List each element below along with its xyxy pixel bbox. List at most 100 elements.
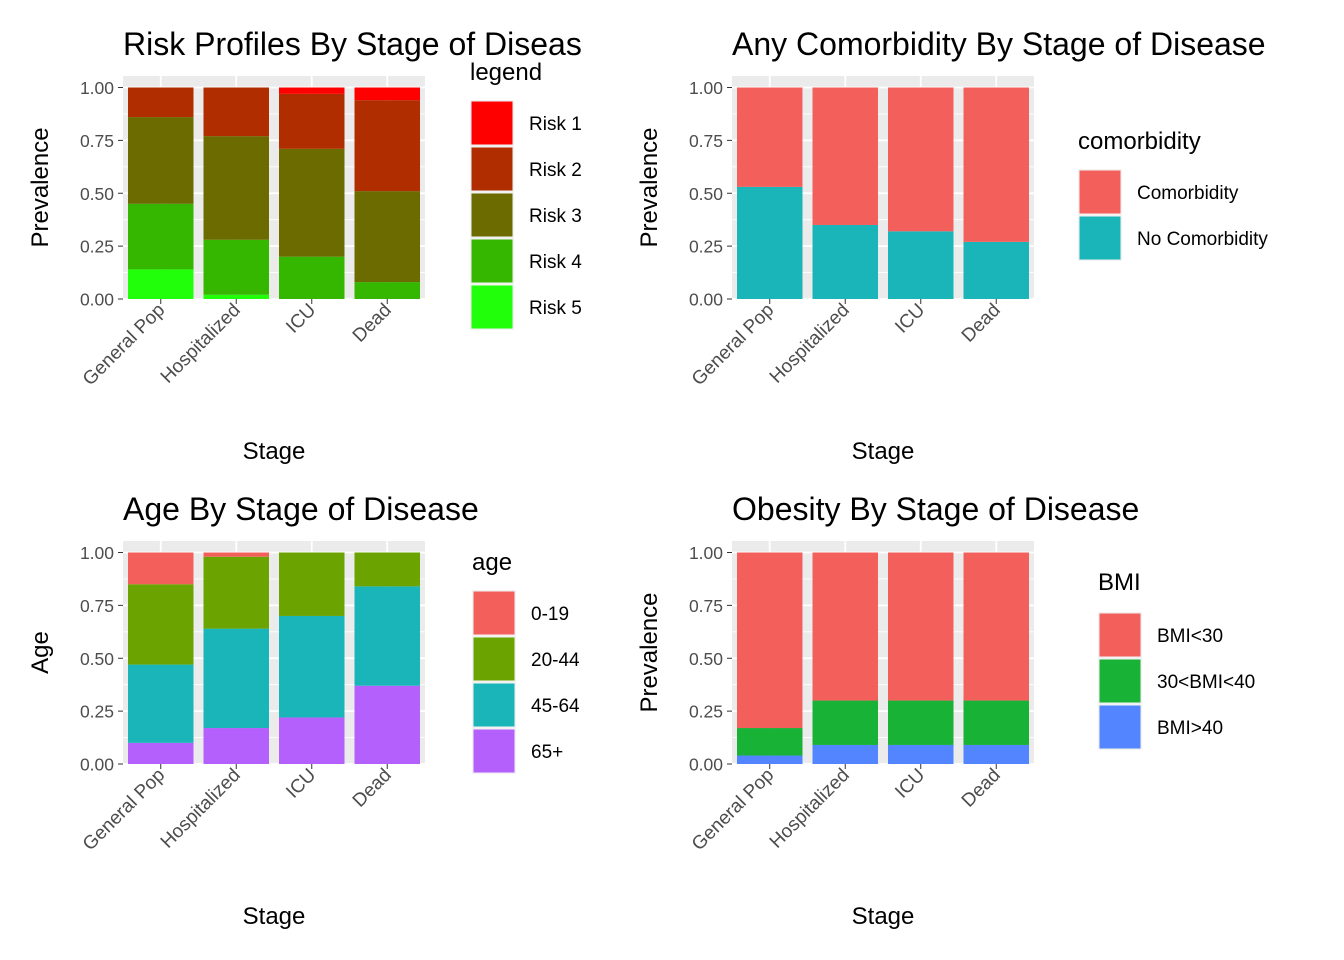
bar-segment-bmi-40-dead — [963, 744, 1029, 764]
x-tick-label: General Pop — [79, 765, 169, 855]
y-tick-label: 0.75 — [689, 131, 723, 151]
chart-title: Any Comorbidity By Stage of Disease — [732, 26, 1266, 62]
legend-swatch — [473, 637, 515, 681]
x-tick-label: Hospitalized — [766, 765, 854, 853]
bar-segment-no-comorbidity-hospitalized — [812, 224, 878, 299]
bar-segment-comorbidity-general-pop — [737, 87, 803, 187]
bar-segment-bmi-40-general-pop — [737, 755, 803, 764]
y-tick-label: 0.75 — [80, 131, 114, 151]
y-tick-label: 0.75 — [80, 596, 114, 616]
bar-segment-risk-5-hospitalized — [203, 294, 269, 299]
x-tick-label: Dead — [349, 765, 396, 812]
chart-panel-1: 0.00 0.25 0.50 0.75 1.00 General PopHospitali… — [27, 26, 582, 465]
bar-segment-65--icu — [279, 717, 345, 764]
chart-title: Obesity By Stage of Disease — [732, 491, 1139, 527]
y-tick-label: 0.75 — [689, 596, 723, 616]
bar-segment-risk-4-dead — [354, 282, 420, 299]
bar-segment-risk-4-hospitalized — [203, 239, 269, 295]
bar-segment-no-comorbidity-dead — [963, 241, 1029, 299]
bar-segment-risk-4-icu — [279, 256, 345, 299]
legend-swatch — [471, 101, 513, 145]
y-tick-label: 0.50 — [689, 649, 723, 669]
chart-title: Risk Profiles By Stage of Diseas — [123, 26, 582, 62]
bar-segment-20-44-hospitalized — [203, 556, 269, 629]
legend-label: 65+ — [531, 742, 563, 763]
y-tick-label: 0.50 — [80, 184, 114, 204]
x-tick-label: Dead — [958, 765, 1005, 812]
legend-title: BMI — [1098, 569, 1141, 596]
bar-segment-20-44-general-pop — [128, 584, 194, 665]
bar-segment-20-44-dead — [354, 552, 420, 587]
x-tick-label: Hospitalized — [157, 765, 245, 853]
y-tick-label: 0.00 — [689, 755, 723, 775]
bar-segment-risk-5-general-pop — [128, 269, 194, 299]
bar-segment-30-bmi-40-icu — [888, 700, 954, 745]
bar-segment-bmi-30-dead — [963, 552, 1029, 701]
legend-label: 0-19 — [531, 604, 569, 625]
bar-segment-20-44-icu — [279, 552, 345, 616]
bar-segment-bmi-40-hospitalized — [812, 744, 878, 764]
legend-label: No Comorbidity — [1137, 229, 1268, 250]
y-axis-label: Prevalence — [27, 127, 54, 247]
bar-segment-comorbidity-hospitalized — [812, 87, 878, 225]
x-tick-label: Dead — [958, 300, 1005, 347]
y-tick-label: 0.00 — [689, 290, 723, 310]
legend-swatch — [473, 729, 515, 773]
legend: age 0-19 20-44 45-64 65+ — [472, 549, 580, 774]
bar-segment-risk-2-icu — [279, 93, 345, 149]
legend-label: Risk 2 — [529, 160, 582, 181]
legend-title: age — [472, 549, 512, 576]
y-tick-label: 0.25 — [80, 702, 114, 722]
bar-segment-45-64-hospitalized — [203, 628, 269, 729]
chart-panel-3: 0.00 0.25 0.50 0.75 1.00 General PopHospitali… — [27, 491, 580, 930]
x-tick-label: General Pop — [688, 300, 778, 390]
x-tick-label: General Pop — [79, 300, 169, 390]
bar-segment-comorbidity-icu — [888, 87, 954, 232]
bar-segment-no-comorbidity-general-pop — [737, 186, 803, 299]
y-tick-label: 0.25 — [689, 237, 723, 257]
bar-segment-45-64-general-pop — [128, 664, 194, 743]
y-tick-label: 0.50 — [80, 649, 114, 669]
x-tick-label: ICU — [282, 765, 320, 803]
bar-segment-30-bmi-40-dead — [963, 700, 1029, 745]
legend-swatch — [471, 193, 513, 237]
legend-label: BMI<30 — [1157, 626, 1223, 647]
legend-label: Comorbidity — [1137, 183, 1239, 204]
bar-segment-bmi-30-general-pop — [737, 552, 803, 729]
legend-label: BMI>40 — [1157, 718, 1223, 739]
bar-segment-30-bmi-40-hospitalized — [812, 700, 878, 745]
x-tick-label: ICU — [891, 300, 929, 338]
x-axis-label: Stage — [852, 903, 915, 930]
legend: legend Risk 1 Risk 2 Risk 3 Risk 4 Risk 5 — [470, 59, 582, 330]
legend-swatch — [473, 591, 515, 635]
legend-label: Risk 4 — [529, 252, 582, 273]
bar-segment-risk-1-dead — [354, 87, 420, 101]
legend: comorbidity Comorbidity No Comorbidity — [1078, 128, 1268, 261]
bar-segment-45-64-dead — [354, 586, 420, 686]
legend-swatch — [471, 147, 513, 191]
y-tick-label: 0.25 — [80, 237, 114, 257]
x-axis-label: Stage — [243, 903, 306, 930]
bar-segment-no-comorbidity-icu — [888, 231, 954, 299]
x-tick-label: Hospitalized — [157, 300, 245, 388]
legend-label: Risk 1 — [529, 114, 582, 135]
y-axis-label: Age — [27, 631, 54, 674]
legend-label: 30<BMI<40 — [1157, 672, 1255, 693]
y-tick-label: 1.00 — [80, 78, 114, 98]
bar-segment-risk-2-general-pop — [128, 87, 194, 118]
y-axis-label: Prevalence — [636, 127, 663, 247]
bar-segment-comorbidity-dead — [963, 87, 1029, 242]
legend-swatch — [1099, 705, 1141, 749]
x-tick-label: ICU — [891, 765, 929, 803]
legend-label: Risk 3 — [529, 206, 582, 227]
y-tick-label: 0.00 — [80, 290, 114, 310]
x-axis-label: Stage — [852, 438, 915, 465]
legend-swatch — [1099, 659, 1141, 703]
bar-segment-risk-2-hospitalized — [203, 87, 269, 137]
bar-segment-30-bmi-40-general-pop — [737, 728, 803, 756]
legend-swatch — [471, 239, 513, 283]
bar-segment-risk-4-general-pop — [128, 203, 194, 270]
x-tick-label: Hospitalized — [766, 300, 854, 388]
legend-label: Risk 5 — [529, 298, 582, 319]
bar-segment-65--general-pop — [128, 742, 194, 764]
